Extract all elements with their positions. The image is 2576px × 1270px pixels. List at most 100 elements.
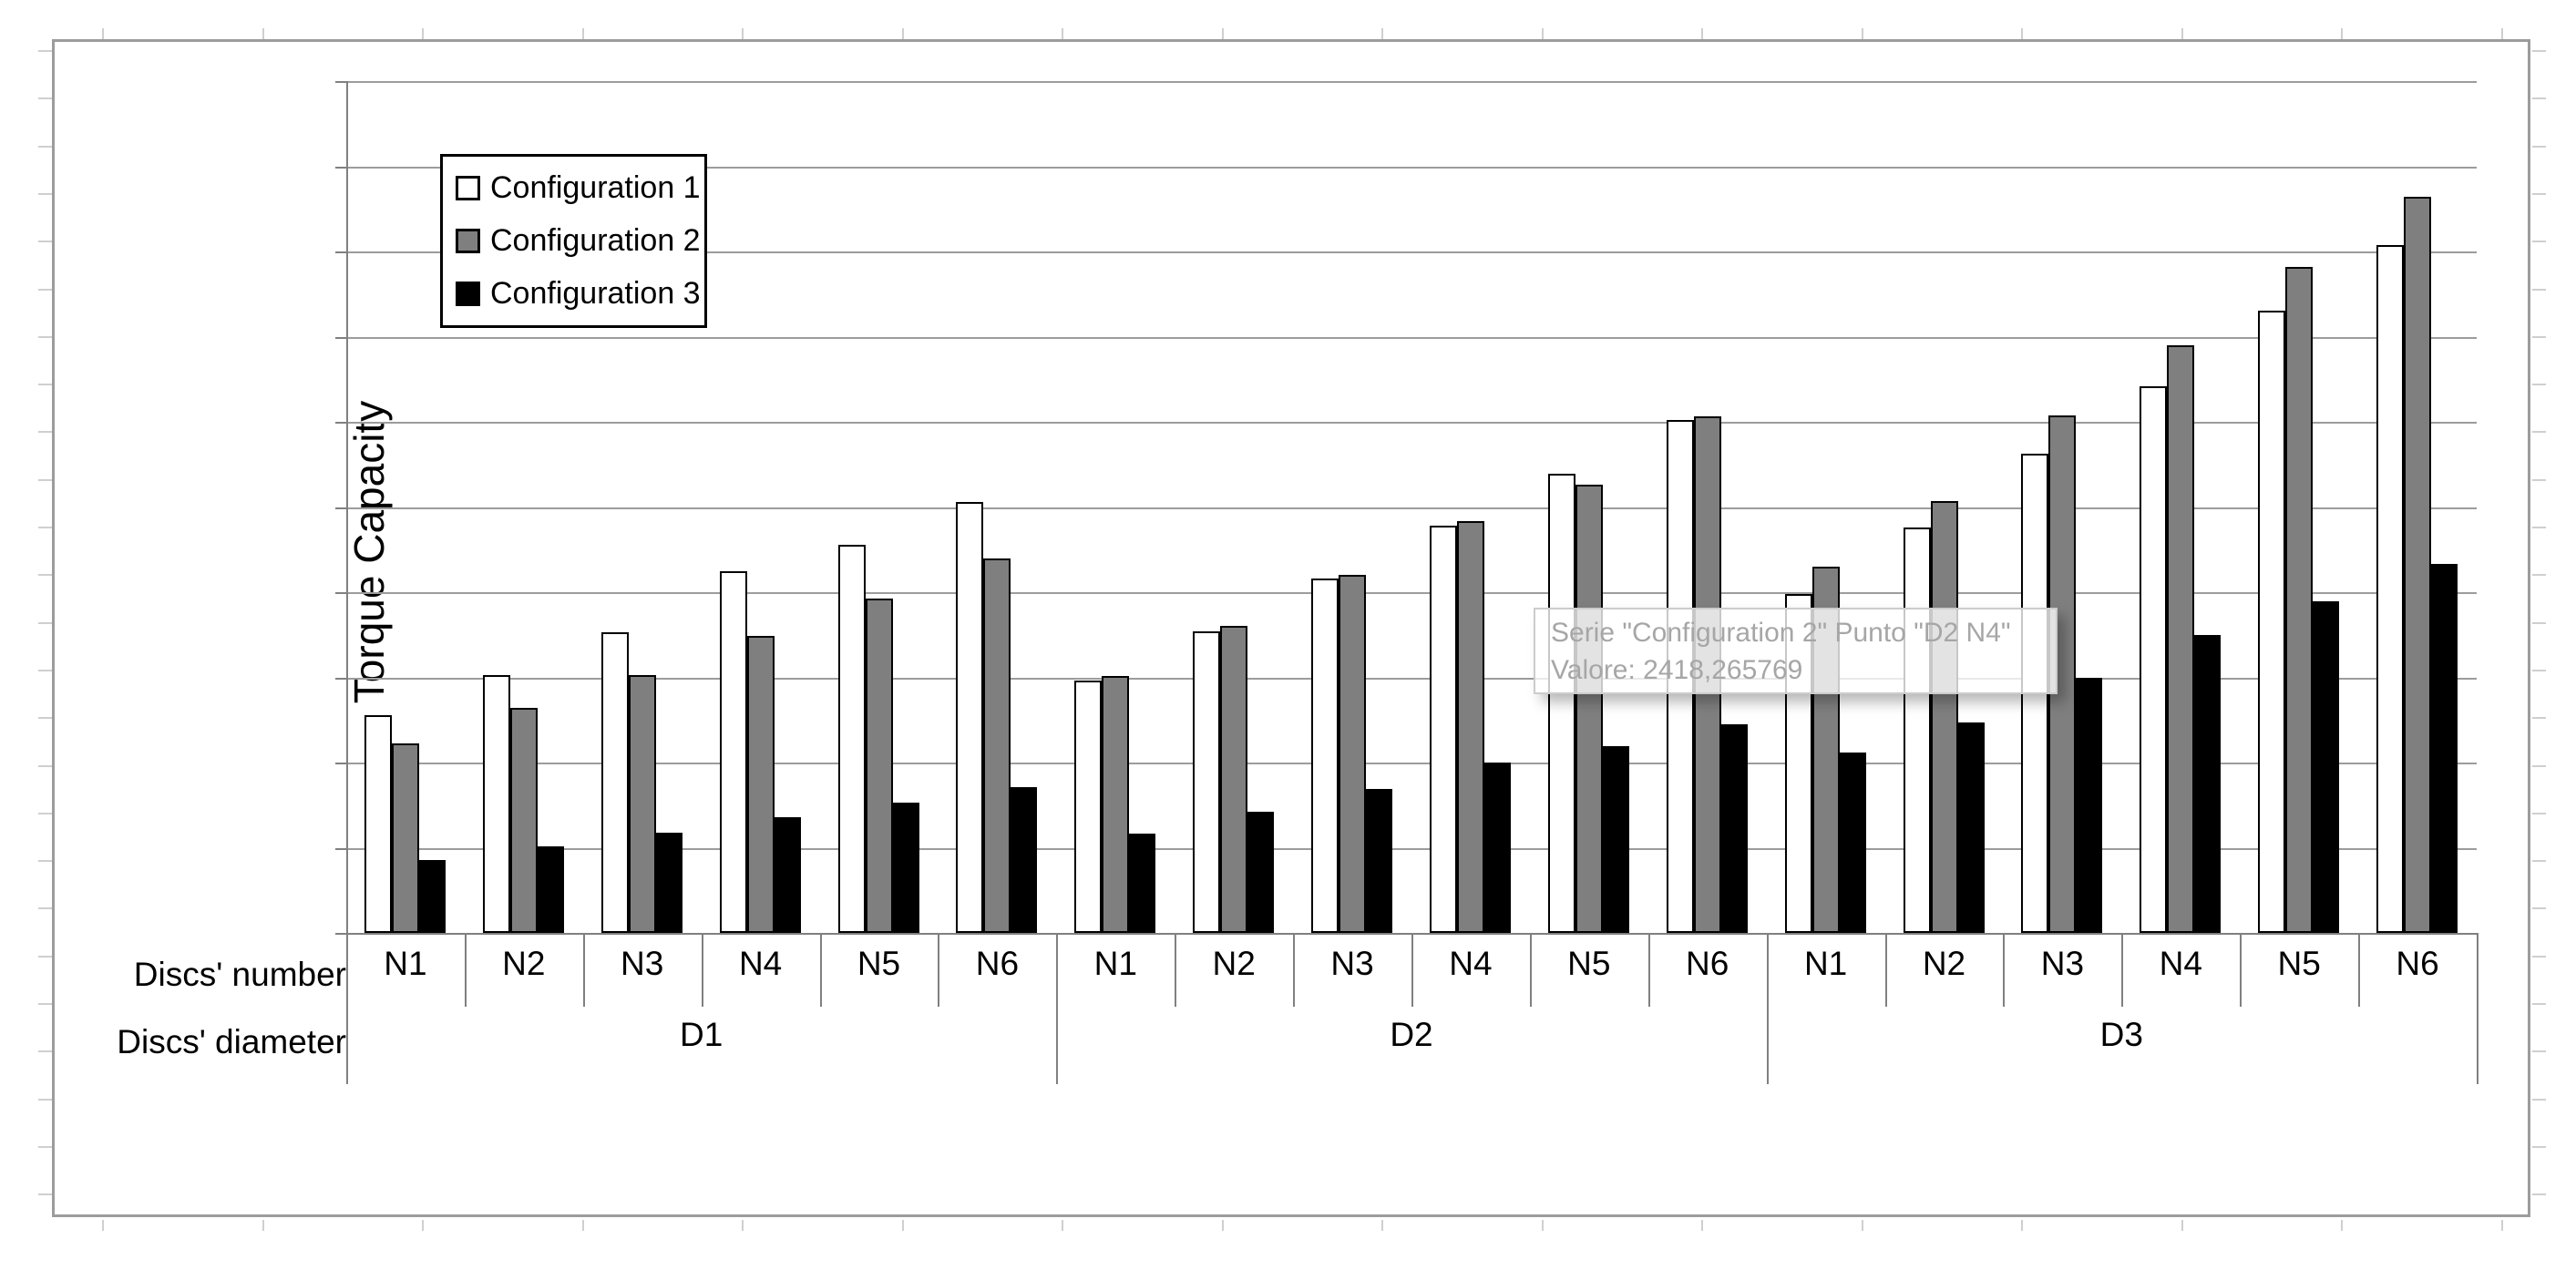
bar-configuration-2-D2-N1[interactable] xyxy=(1102,675,1130,933)
bar-configuration-1-D1-N2[interactable] xyxy=(482,674,510,933)
bar-configuration-2-D1-N2[interactable] xyxy=(509,708,538,933)
bar-configuration-3-D3-N3[interactable] xyxy=(2076,677,2103,933)
worksheet-row-line-stub xyxy=(2532,574,2546,577)
worksheet-row-line-stub xyxy=(38,574,52,577)
bar-configuration-1-D3-N6[interactable] xyxy=(2376,244,2405,933)
legend[interactable]: Configuration 1 Configuration 2 Configurat… xyxy=(440,154,707,328)
bar-configuration-1-D1-N1[interactable] xyxy=(364,714,392,933)
bar-configuration-1-D2-N3[interactable] xyxy=(1311,579,1339,933)
category-separator-minor xyxy=(2358,933,2361,1007)
bar-configuration-2-D1-N5[interactable] xyxy=(865,599,893,933)
legend-label: Configuration 3 xyxy=(490,275,701,311)
category-separator-minor xyxy=(701,933,703,1007)
bar-configuration-1-D2-N1[interactable] xyxy=(1074,681,1103,933)
worksheet-column-line-stub xyxy=(901,1220,904,1231)
worksheet-row-line-stub xyxy=(2532,907,2546,910)
bar-configuration-2-D1-N6[interactable] xyxy=(983,558,1011,933)
bar-configuration-1-D1-N5[interactable] xyxy=(837,544,866,933)
worksheet-row-line-stub xyxy=(38,384,52,386)
chart-area[interactable]: Torque Capacity Discs' number Discs' dia… xyxy=(52,39,2530,1217)
worksheet-column-line-stub xyxy=(581,1220,584,1231)
gridline xyxy=(346,336,2477,339)
bar-configuration-3-D1-N3[interactable] xyxy=(655,832,682,933)
bar-configuration-3-D3-N1[interactable] xyxy=(1839,752,1866,933)
bar-configuration-2-D1-N3[interactable] xyxy=(628,674,656,933)
bar-configuration-3-D3-N4[interactable] xyxy=(2194,634,2222,933)
bar-configuration-2-D3-N2[interactable] xyxy=(1930,500,1958,933)
bar-configuration-1-D3-N4[interactable] xyxy=(2140,385,2168,933)
y-axis-title-text: Torque Capacity xyxy=(345,400,393,704)
bar-configuration-3-D2-N4[interactable] xyxy=(1484,763,1511,933)
legend-item-configuration-2[interactable]: Configuration 2 xyxy=(456,223,704,259)
legend-item-configuration-3[interactable]: Configuration 3 xyxy=(456,276,704,312)
bar-configuration-2-D2-N3[interactable] xyxy=(1339,575,1367,933)
bar-configuration-3-D2-N2[interactable] xyxy=(1247,812,1275,933)
bar-configuration-3-D2-N5[interactable] xyxy=(1602,746,1629,933)
worksheet-row-line-stub xyxy=(2532,241,2546,243)
x-axis-group-label-D3: D3 xyxy=(2099,1016,2143,1053)
worksheet-row-line-stub xyxy=(38,669,52,671)
worksheet-column-line-stub xyxy=(2021,1220,2023,1231)
worksheet-column-line-stub xyxy=(422,28,424,39)
worksheet-row-line-stub xyxy=(38,860,52,863)
bar-configuration-1-D1-N3[interactable] xyxy=(600,631,629,933)
worksheet-column-line-stub xyxy=(1701,1220,1703,1231)
bar-configuration-3-D2-N3[interactable] xyxy=(1366,788,1393,933)
worksheet-row-line-stub xyxy=(38,241,52,243)
bar-configuration-3-D1-N4[interactable] xyxy=(774,816,801,933)
bar-configuration-1-D1-N6[interactable] xyxy=(956,501,984,933)
worksheet-column-line-stub xyxy=(742,28,744,39)
bar-configuration-3-D1-N5[interactable] xyxy=(892,802,919,933)
worksheet-row-line-stub xyxy=(2532,50,2546,52)
bar-configuration-1-D3-N2[interactable] xyxy=(1903,527,1931,933)
bar-configuration-2-D2-N4[interactable] xyxy=(1457,520,1484,933)
bar-configuration-2-D3-N5[interactable] xyxy=(2285,266,2314,933)
legend-label: Configuration 1 xyxy=(490,170,701,206)
worksheet-row-line-stub xyxy=(38,97,52,100)
worksheet-column-line-stub xyxy=(2500,28,2503,39)
bar-configuration-1-D1-N4[interactable] xyxy=(719,570,747,933)
worksheet-row-line-stub xyxy=(38,50,52,52)
worksheet-column-line-stub xyxy=(1861,28,1863,39)
worksheet-row-line-stub xyxy=(2532,1098,2546,1101)
worksheet-column-line-stub xyxy=(1381,1220,1383,1231)
y-axis-tick xyxy=(335,251,346,253)
worksheet-column-line-stub xyxy=(742,1220,744,1231)
bar-configuration-1-D2-N4[interactable] xyxy=(1430,526,1457,933)
bar-configuration-3-D1-N6[interactable] xyxy=(1011,787,1038,933)
category-separator-major xyxy=(2477,933,2479,1084)
worksheet-row-line-stub xyxy=(2532,145,2546,148)
worksheet-row-line-stub xyxy=(38,1098,52,1101)
category-separator-major xyxy=(1766,933,1769,1084)
bar-configuration-3-D3-N5[interactable] xyxy=(2313,601,2340,933)
bar-configuration-3-D3-N6[interactable] xyxy=(2431,564,2458,933)
bar-configuration-2-D1-N4[interactable] xyxy=(746,635,775,933)
tooltip-series-point-line: Serie "Configuration 2" Punto "D2 N4" xyxy=(1551,618,2011,648)
bar-configuration-3-D1-N1[interactable] xyxy=(419,859,446,933)
bar-configuration-1-D2-N2[interactable] xyxy=(1193,631,1221,933)
bar-configuration-2-D2-N2[interactable] xyxy=(1220,626,1248,933)
bar-configuration-3-D1-N2[interactable] xyxy=(537,845,564,933)
worksheet-row-line-stub xyxy=(38,145,52,148)
worksheet-row-line-stub xyxy=(2532,1193,2546,1196)
worksheet-row-line-stub xyxy=(2532,860,2546,863)
category-separator-minor xyxy=(1293,933,1296,1007)
bar-configuration-3-D2-N6[interactable] xyxy=(1720,723,1748,933)
worksheet-row-line-stub xyxy=(2532,527,2546,528)
gridline xyxy=(346,251,2477,253)
bar-configuration-1-D3-N5[interactable] xyxy=(2258,310,2286,933)
x-axis-label-D3-N5: N5 xyxy=(2277,945,2321,982)
y-axis-tick xyxy=(335,677,346,680)
legend-item-configuration-1[interactable]: Configuration 1 xyxy=(456,170,704,206)
bar-configuration-1-D2-N5[interactable] xyxy=(1547,474,1575,933)
bar-configuration-2-D3-N6[interactable] xyxy=(2404,197,2432,933)
worksheet-row-line-stub xyxy=(38,1003,52,1005)
gridline xyxy=(346,847,2477,850)
worksheet-row-line-stub xyxy=(38,288,52,291)
bar-configuration-2-D1-N1[interactable] xyxy=(392,743,419,933)
bar-configuration-2-D2-N5[interactable] xyxy=(1575,485,1603,933)
worksheet-row-line-stub xyxy=(38,527,52,528)
bar-configuration-3-D3-N2[interactable] xyxy=(1957,722,1985,933)
bar-configuration-3-D2-N1[interactable] xyxy=(1129,833,1156,933)
bar-configuration-2-D3-N4[interactable] xyxy=(2167,344,2195,933)
